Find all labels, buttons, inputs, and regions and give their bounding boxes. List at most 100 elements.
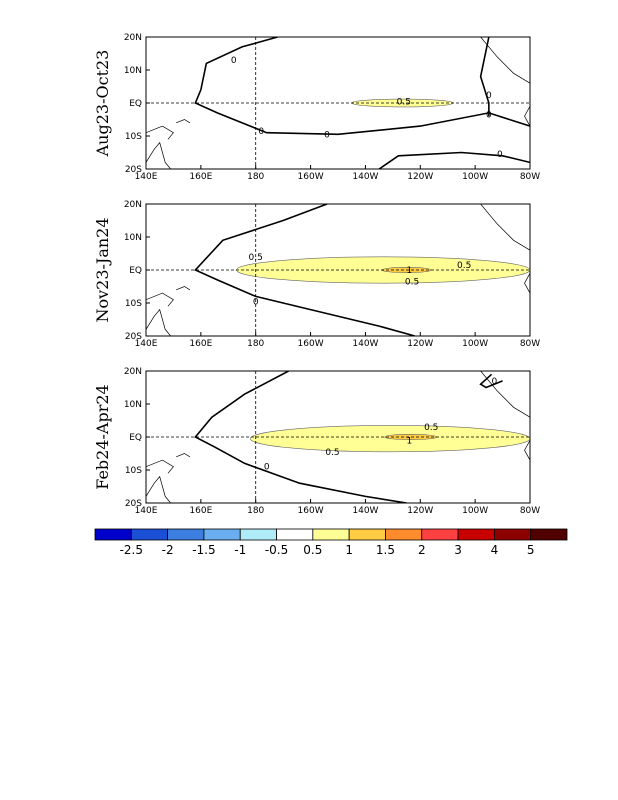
contour-label: 1 <box>406 436 412 446</box>
contour-label: 0.5 <box>424 423 438 433</box>
colorbar-swatch <box>457 528 495 541</box>
colorbar-label: -2.5 <box>120 543 143 557</box>
coastline <box>146 459 174 474</box>
panel-2: 140E 160E 180 160W 140W 120W 100W 80W20S10SEQ10… <box>93 200 540 349</box>
y-tick-label: 20N <box>124 367 142 377</box>
x-tick-label: 160E <box>189 506 212 516</box>
contour-label: 1 <box>406 266 412 276</box>
coastline <box>524 106 530 127</box>
contour-label: 0.5 <box>457 261 471 271</box>
colorbar: -2.5 -2 -1.5 -1 -0.5 0.5 1 1.5 2 3 4 5 <box>94 528 568 557</box>
y-tick-label: 10S <box>125 132 142 142</box>
colorbar-label: 0.5 <box>303 543 322 557</box>
x-tick-label: 160E <box>189 172 212 182</box>
contour-label: 0.5 <box>249 253 263 263</box>
colorbar-swatch <box>203 528 241 541</box>
y-tick-label: 10N <box>124 233 142 243</box>
coastline <box>480 204 530 251</box>
y-tick-label: 20S <box>125 165 142 175</box>
y-tick-label: 10N <box>124 400 142 410</box>
colorbar-label: -1.5 <box>192 543 215 557</box>
x-tick-label: 100W <box>462 172 488 182</box>
y-tick-label: 10S <box>125 299 142 309</box>
x-tick-label: 160W <box>298 506 324 516</box>
colorbar-swatch <box>167 528 205 541</box>
contour-label: 0 <box>486 111 492 121</box>
panel-3: 140E 160E 180 160W 140W 120W 100W 80W20S10SEQ10… <box>93 367 540 516</box>
panel-label: Feb24-Apr24 <box>93 384 112 490</box>
coastline <box>176 286 191 291</box>
colorbar-swatch <box>348 528 386 541</box>
contour-label: 0 <box>497 150 503 160</box>
contour-label: 0 <box>491 377 497 387</box>
contour-label: 0 <box>258 127 264 137</box>
coastline <box>524 273 530 294</box>
colorbar-label: -2 <box>162 543 174 557</box>
contour-label: 0.5 <box>325 448 339 458</box>
x-tick-label: 120W <box>407 506 433 516</box>
colorbar-swatch <box>312 528 350 541</box>
x-tick-label: 120W <box>407 172 433 182</box>
colorbar-label: -0.5 <box>265 543 288 557</box>
contour-label: 0 <box>231 56 237 66</box>
zero-contour <box>479 37 490 117</box>
x-tick-label: 140W <box>352 339 378 349</box>
panel-label: Nov23-Jan24 <box>93 217 112 322</box>
y-tick-label: EQ <box>129 266 142 276</box>
x-tick-label: 100W <box>462 339 488 349</box>
y-tick-label: 20S <box>125 499 142 509</box>
x-tick-label: 80W <box>520 172 540 182</box>
contour-label: 0.5 <box>405 278 419 288</box>
y-tick-label: EQ <box>129 99 142 109</box>
panel-1: 140E 160E 180 160W 140W 120W 100W 80W 20S 10S EQ 10… <box>93 33 540 182</box>
colorbar-swatch <box>276 528 314 541</box>
contour-label: 0 <box>324 130 330 140</box>
coastline <box>524 440 530 461</box>
x-tick-label: 80W <box>520 339 540 349</box>
colorbar-label: 4 <box>491 543 499 557</box>
colorbar-swatch <box>421 528 459 541</box>
coastline <box>176 453 191 458</box>
contour-label: 0 <box>253 297 259 307</box>
panel-label: Aug23-Oct23 <box>93 50 112 158</box>
zero-contour <box>194 371 407 503</box>
coastline <box>146 141 171 169</box>
y-tick-label: 20S <box>125 332 142 342</box>
x-tick-label: 140E <box>135 506 158 516</box>
y-tick-label: EQ <box>129 433 142 443</box>
zero-contour <box>194 204 416 336</box>
x-tick-label: 140W <box>352 172 378 182</box>
coastline <box>146 475 171 503</box>
x-tick-label: 80W <box>520 506 540 516</box>
coastline <box>146 292 174 307</box>
colorbar-swatch <box>130 528 169 541</box>
colorbar-swatch <box>94 528 132 541</box>
zero-contour <box>479 373 503 389</box>
colorbar-swatch <box>239 528 277 541</box>
x-tick-label: 100W <box>462 506 488 516</box>
panel-plot-area <box>146 37 530 169</box>
colorbar-label: 3 <box>454 543 462 557</box>
x-tick-label: 180 <box>247 172 264 182</box>
x-tick-label: 180 <box>247 339 264 349</box>
colorbar-label: 5 <box>527 543 535 557</box>
y-tick-label: 20N <box>124 33 142 43</box>
zero-contour <box>378 151 530 169</box>
y-tick-label: 20N <box>124 200 142 210</box>
contour-label: 0 <box>264 463 270 473</box>
y-tick-label: 10N <box>124 66 142 76</box>
zero-contour <box>194 37 530 136</box>
colorbar-label: -1 <box>234 543 246 557</box>
x-tick-label: 140E <box>135 339 158 349</box>
coastline <box>480 37 530 84</box>
contour-label: 0.5 <box>397 97 411 107</box>
x-tick-label: 160E <box>189 339 212 349</box>
coastline <box>146 125 174 140</box>
y-tick-label: 10S <box>125 466 142 476</box>
x-tick-label: 180 <box>247 506 264 516</box>
x-tick-label: 140W <box>352 506 378 516</box>
colorbar-swatch <box>385 528 423 541</box>
colorbar-label: 2 <box>418 543 426 557</box>
contour-label: 0 <box>486 91 492 101</box>
